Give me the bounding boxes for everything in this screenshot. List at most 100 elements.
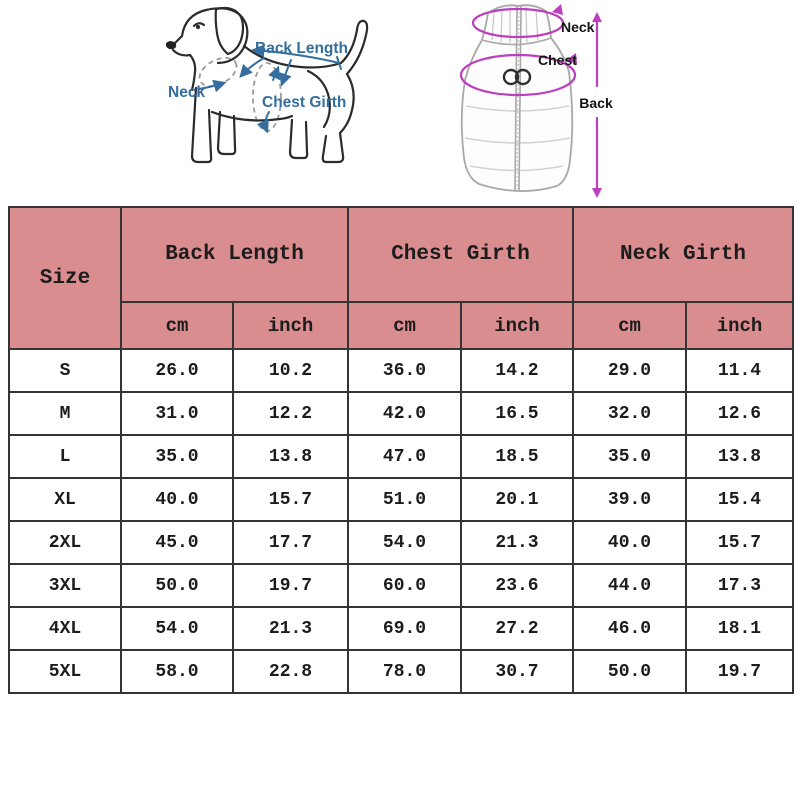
value-cell: 27.2 (460, 606, 574, 651)
value-cell: 54.0 (120, 606, 234, 651)
value-cell: 18.5 (460, 434, 574, 479)
dog-measurement-illustration: Back Length Neck Chest Girth (165, 6, 369, 164)
value-cell: 45.0 (120, 520, 234, 565)
value-cell: 12.2 (232, 391, 349, 436)
value-cell: 14.2 (460, 348, 574, 393)
value-cell: 40.0 (120, 477, 234, 522)
vest-neck-arrowhead (552, 4, 563, 15)
dog-neck-label: Neck (168, 84, 205, 101)
value-cell: 23.6 (460, 563, 574, 608)
value-cell: 26.0 (120, 348, 234, 393)
value-cell: 44.0 (572, 563, 687, 608)
value-cell: 31.0 (120, 391, 234, 436)
measurement-diagrams: Back Length Neck Chest Girth (0, 0, 800, 206)
value-cell: 19.7 (685, 649, 794, 694)
value-cell: 50.0 (572, 649, 687, 694)
dog-nose-icon (165, 41, 177, 50)
vest-neck-label: Neck (561, 19, 595, 35)
value-cell: 54.0 (347, 520, 462, 565)
value-cell: 15.7 (685, 520, 794, 565)
value-cell: 47.0 (347, 434, 462, 479)
value-cell: 13.8 (685, 434, 794, 479)
value-cell: 17.3 (685, 563, 794, 608)
vest-annotations: Neck Chest Back (459, 4, 613, 198)
value-cell: 21.3 (232, 606, 349, 651)
value-cell: 42.0 (347, 391, 462, 436)
size-column-header: Size (8, 206, 122, 350)
value-cell: 46.0 (572, 606, 687, 651)
vest-chest-measure-ellipse (459, 53, 577, 97)
vest-chest-arrowhead (566, 53, 577, 64)
dog-back-length-label: Back Length (255, 40, 348, 57)
table-row: M 31.0 12.2 42.0 16.5 32.0 12.6 (8, 391, 794, 436)
back-length-inch-header: inch (232, 301, 349, 350)
value-cell: 29.0 (572, 348, 687, 393)
vest-back-label: Back (579, 95, 613, 111)
size-cell: XL (8, 477, 122, 522)
value-cell: 40.0 (572, 520, 687, 565)
table-unit-row: cm inch cm inch cm inch (9, 301, 794, 350)
neck-girth-inch-header: inch (685, 301, 794, 350)
size-cell: M (8, 391, 122, 436)
table-row: 3XL 50.0 19.7 60.0 23.6 44.0 17.3 (8, 563, 794, 608)
value-cell: 16.5 (460, 391, 574, 436)
value-cell: 20.1 (460, 477, 574, 522)
value-cell: 35.0 (572, 434, 687, 479)
neck-girth-group-header: Neck Girth (572, 206, 794, 303)
vest-outline (460, 4, 574, 192)
value-cell: 78.0 (347, 649, 462, 694)
value-cell: 60.0 (347, 563, 462, 608)
neck-girth-cm-header: cm (572, 301, 687, 350)
table-row: 5XL 58.0 22.8 78.0 30.7 50.0 19.7 (8, 649, 794, 694)
size-cell: 4XL (8, 606, 122, 651)
value-cell: 32.0 (572, 391, 687, 436)
vest-d-ring-icon (502, 68, 532, 86)
dog-eye-icon (196, 25, 200, 29)
value-cell: 39.0 (572, 477, 687, 522)
back-length-group-header: Back Length (120, 206, 349, 303)
size-cell: 3XL (8, 563, 122, 608)
value-cell: 22.8 (232, 649, 349, 694)
size-cell: L (8, 434, 122, 479)
table-row: S 26.0 10.2 36.0 14.2 29.0 11.4 (8, 348, 794, 393)
value-cell: 13.8 (232, 434, 349, 479)
value-cell: 58.0 (120, 649, 234, 694)
dog-neck-dashed-ellipse (198, 56, 238, 88)
size-cell: 2XL (8, 520, 122, 565)
size-cell: 5XL (8, 649, 122, 694)
table-row: L 35.0 13.8 47.0 18.5 35.0 13.8 (8, 434, 794, 479)
table-row: 4XL 54.0 21.3 69.0 27.2 46.0 18.1 (8, 606, 794, 651)
chest-girth-inch-header: inch (460, 301, 574, 350)
dog-annotations: Back Length Neck Chest Girth (168, 40, 348, 134)
size-cell: S (8, 348, 122, 393)
vest-neck-measure-ellipse (471, 7, 565, 39)
value-cell: 36.0 (347, 348, 462, 393)
table-row: XL 40.0 15.7 51.0 20.1 39.0 15.4 (8, 477, 794, 522)
table-header-row: Size Back Length Chest Girth Neck Girth (8, 206, 794, 350)
vest-chest-label: Chest (538, 52, 577, 68)
dog-chest-girth-label: Chest Girth (262, 94, 346, 111)
value-cell: 17.7 (232, 520, 349, 565)
value-cell: 51.0 (347, 477, 462, 522)
value-cell: 12.6 (685, 391, 794, 436)
chest-girth-cm-header: cm (347, 301, 462, 350)
vest-measurement-illustration: Neck Chest Back (459, 4, 613, 198)
value-cell: 50.0 (120, 563, 234, 608)
value-cell: 11.4 (685, 348, 794, 393)
value-cell: 10.2 (232, 348, 349, 393)
value-cell: 69.0 (347, 606, 462, 651)
size-table: Size Back Length Chest Girth Neck Girth … (8, 206, 794, 694)
value-cell: 30.7 (460, 649, 574, 694)
chest-girth-group-header: Chest Girth (347, 206, 574, 303)
value-cell: 15.4 (685, 477, 794, 522)
value-cell: 18.1 (685, 606, 794, 651)
value-cell: 15.7 (232, 477, 349, 522)
value-cell: 21.3 (460, 520, 574, 565)
vest-back-measure-line (592, 12, 602, 198)
value-cell: 19.7 (232, 563, 349, 608)
table-row: 2XL 45.0 17.7 54.0 21.3 40.0 15.7 (8, 520, 794, 565)
back-length-cm-header: cm (120, 301, 234, 350)
size-table-body: S 26.0 10.2 36.0 14.2 29.0 11.4 M 31.0 12.2 42.0 16… (8, 348, 794, 694)
value-cell: 35.0 (120, 434, 234, 479)
